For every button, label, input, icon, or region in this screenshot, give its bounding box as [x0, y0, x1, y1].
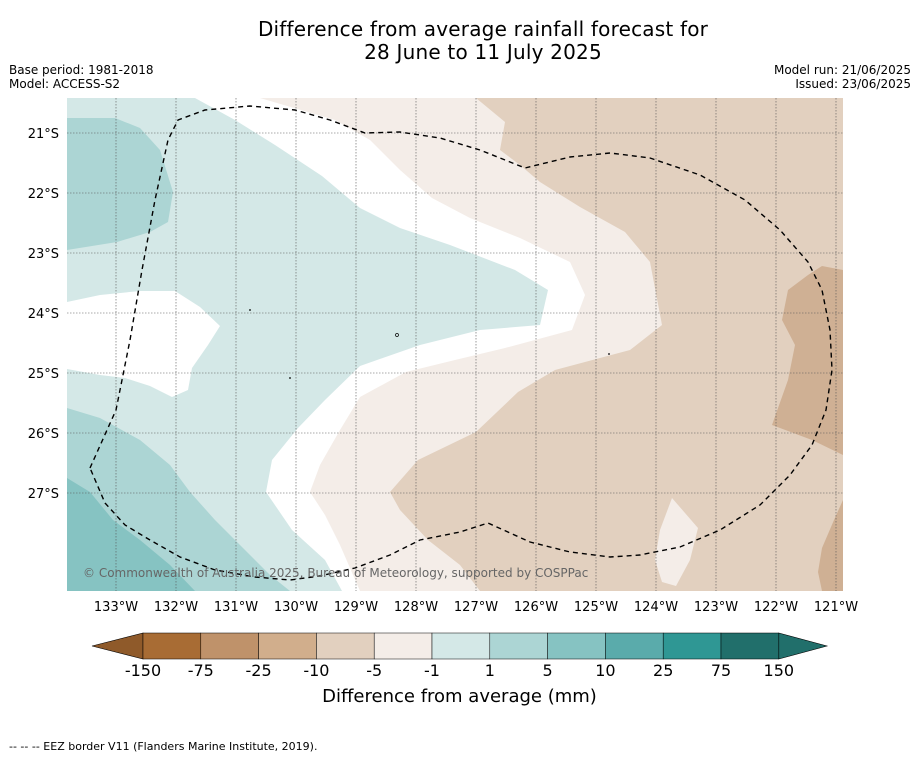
colorbar-extend-low [91, 632, 144, 660]
longitude-label: 123°W [694, 600, 738, 615]
longitude-label: 130°W [274, 600, 318, 615]
colorbar-cell [373, 632, 433, 660]
longitude-label: 127°W [454, 600, 498, 615]
latitude-label: 22°S [28, 187, 59, 202]
colorbar-tick-label: 5 [543, 661, 553, 680]
longitude-label: 132°W [154, 600, 198, 615]
longitude-label: 128°W [394, 600, 438, 615]
rainfall-map: © Commonwealth of Australia 2025, Bureau… [67, 98, 843, 591]
base-period: Base period: 1981-2018 [9, 63, 154, 77]
colorbar-tick-label: -150 [125, 661, 161, 680]
longitude-label: 124°W [634, 600, 678, 615]
colorbar-cell [605, 632, 664, 660]
longitude-gridlines [115, 98, 837, 591]
longitude-label: 125°W [574, 600, 618, 615]
latitude-label: 24°S [28, 307, 59, 322]
longitude-label: 131°W [214, 600, 258, 615]
latitude-label: 23°S [28, 247, 59, 262]
latitude-gridlines [67, 132, 843, 494]
colorbar-tick-label: 10 [595, 661, 615, 680]
region-neutral-west [67, 291, 220, 397]
region-teal-pale [67, 98, 548, 591]
colorbar-cell [200, 632, 259, 660]
colorbar-cell [316, 632, 375, 660]
island-markers [249, 309, 610, 379]
eez-border-line [89, 105, 833, 581]
colorbar-cell [489, 632, 548, 660]
longitude-label: 121°W [814, 600, 858, 615]
region-brown-strong-east [772, 266, 843, 455]
meta-right: Model run: 21/06/2025 Issued: 23/06/2025 [774, 63, 911, 91]
colorbar-cell [662, 632, 722, 660]
title-line-1: Difference from average rainfall forecas… [257, 17, 709, 41]
colorbar-tick-label: -10 [303, 661, 329, 680]
meta-left: Base period: 1981-2018 Model: ACCESS-S2 [9, 63, 154, 91]
colorbar-tick-label: -5 [366, 661, 382, 680]
model-name: Model: ACCESS-S2 [9, 77, 121, 91]
colorbar-tick-label: -1 [424, 661, 440, 680]
colorbar-tick-label: -75 [188, 661, 214, 680]
longitude-label: 129°W [334, 600, 378, 615]
colorbar-tick-label: 1 [485, 661, 495, 680]
colorbar-extend-high [778, 632, 829, 660]
colorbar-tick-label: 75 [711, 661, 731, 680]
latitude-label: 25°S [28, 367, 59, 382]
latitude-label: 26°S [28, 427, 59, 442]
colorbar-cell [142, 632, 202, 660]
colorbar-tick-label: 25 [653, 661, 673, 680]
longitude-label: 126°W [514, 600, 558, 615]
copyright-notice: © Commonwealth of Australia 2025, Bureau… [83, 566, 588, 580]
longitude-label: 122°W [754, 600, 798, 615]
latitude-label: 27°S [28, 487, 59, 502]
region-brown-strong-southeast [818, 500, 843, 591]
map-title: Difference from average rainfall forecas… [0, 18, 919, 64]
colorbar-cell [431, 632, 491, 660]
colorbar-tick-label: 150 [764, 661, 795, 680]
longitude-label: 133°W [94, 600, 138, 615]
colorbar-cell [258, 632, 317, 660]
eez-footnote: -- -- -- EEZ border V11 (Flanders Marine… [9, 740, 318, 753]
title-line-2: 28 June to 11 July 2025 [364, 40, 602, 64]
region-teal-light-north [67, 118, 173, 250]
colorbar-cell [547, 632, 606, 660]
model-run: Model run: 21/06/2025 [773, 63, 911, 77]
colorbar: -150 -75 -25 -10 -5 -1 1 5 10 25 75 150 [91, 632, 829, 680]
region-teal-mid [67, 478, 195, 591]
issued-date: Issued: 23/06/2025 [795, 77, 911, 91]
latitude-label: 21°S [28, 127, 59, 142]
colorbar-title: Difference from average (mm) [322, 686, 597, 707]
colorbar-tick-label: -25 [246, 661, 272, 680]
latitude-labels: 21°S 22°S 23°S 24°S 25°S 26°S 27°S [28, 127, 59, 502]
region-brown-pale-patch [655, 498, 698, 586]
longitude-labels: 133°W 132°W 131°W 130°W 129°W 128°W 127°W 126°W… [94, 600, 858, 615]
colorbar-cell [720, 632, 780, 660]
